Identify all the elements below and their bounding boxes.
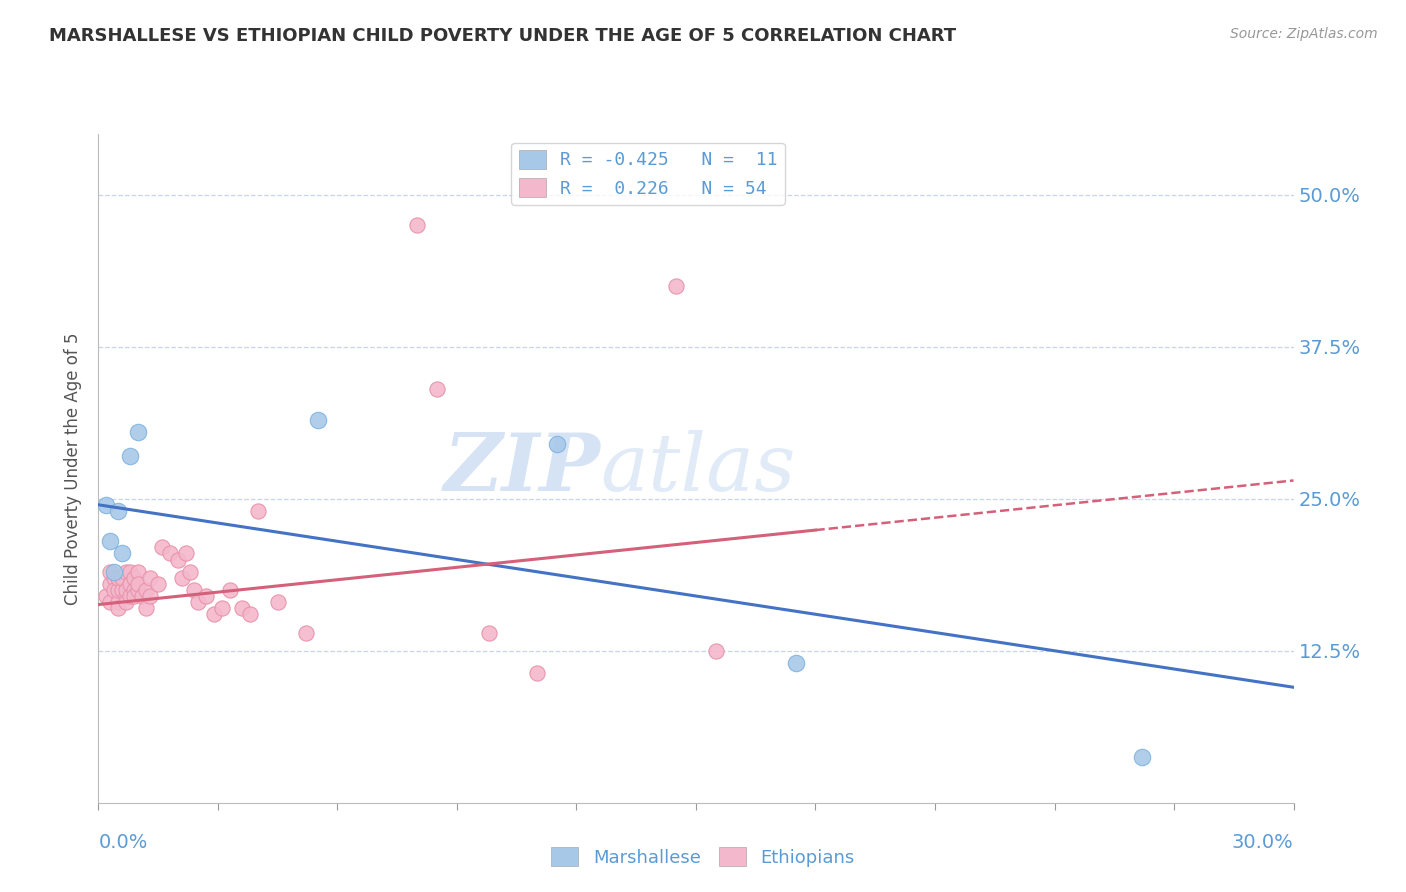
Point bbox=[124, 589, 146, 603]
Point bbox=[115, 595, 138, 609]
Point bbox=[478, 625, 501, 640]
Point bbox=[120, 577, 142, 591]
Point bbox=[187, 595, 209, 609]
Point bbox=[150, 541, 173, 555]
Point bbox=[202, 607, 225, 622]
Point bbox=[127, 425, 149, 439]
Text: Source: ZipAtlas.com: Source: ZipAtlas.com bbox=[1230, 27, 1378, 41]
Point bbox=[111, 546, 134, 560]
Point bbox=[294, 625, 316, 640]
Point bbox=[100, 534, 122, 549]
Point bbox=[406, 218, 429, 232]
Point bbox=[120, 589, 142, 603]
Point bbox=[127, 565, 149, 579]
Point bbox=[100, 565, 122, 579]
Point bbox=[103, 571, 125, 585]
Legend: Marshallese, Ethiopians: Marshallese, Ethiopians bbox=[544, 840, 862, 874]
Point bbox=[107, 504, 129, 518]
Text: 0.0%: 0.0% bbox=[98, 833, 148, 852]
Point bbox=[307, 412, 329, 426]
Text: ZIP: ZIP bbox=[443, 430, 600, 507]
Point bbox=[183, 582, 205, 597]
Point bbox=[195, 589, 218, 603]
Point bbox=[96, 589, 118, 603]
Point bbox=[107, 601, 129, 615]
Point bbox=[139, 571, 162, 585]
Point bbox=[100, 595, 122, 609]
Point bbox=[107, 582, 129, 597]
Point bbox=[239, 607, 262, 622]
Point bbox=[96, 498, 118, 512]
Point bbox=[124, 571, 146, 585]
Point bbox=[120, 449, 142, 463]
Point bbox=[111, 582, 134, 597]
Point bbox=[172, 571, 194, 585]
Point bbox=[115, 589, 138, 603]
Point bbox=[174, 546, 197, 560]
Text: 30.0%: 30.0% bbox=[1232, 833, 1294, 852]
Point bbox=[100, 577, 122, 591]
Point bbox=[148, 577, 170, 591]
Text: MARSHALLESE VS ETHIOPIAN CHILD POVERTY UNDER THE AGE OF 5 CORRELATION CHART: MARSHALLESE VS ETHIOPIAN CHILD POVERTY U… bbox=[49, 27, 956, 45]
Point bbox=[211, 601, 233, 615]
Legend: R = -0.425   N =  11, R =  0.226   N = 54: R = -0.425 N = 11, R = 0.226 N = 54 bbox=[512, 143, 785, 205]
Point bbox=[159, 546, 181, 560]
Point bbox=[665, 278, 688, 293]
Point bbox=[546, 437, 568, 451]
Point bbox=[103, 582, 125, 597]
Point bbox=[704, 644, 727, 658]
Point bbox=[103, 565, 125, 579]
Y-axis label: Child Poverty Under the Age of 5: Child Poverty Under the Age of 5 bbox=[65, 332, 83, 605]
Point bbox=[167, 552, 190, 566]
Point bbox=[120, 565, 142, 579]
Point bbox=[107, 571, 129, 585]
Point bbox=[785, 656, 807, 670]
Point bbox=[135, 582, 157, 597]
Point bbox=[526, 665, 548, 680]
Point bbox=[426, 382, 449, 396]
Point bbox=[124, 582, 146, 597]
Point bbox=[179, 565, 201, 579]
Point bbox=[115, 565, 138, 579]
Point bbox=[107, 595, 129, 609]
Point bbox=[135, 601, 157, 615]
Point bbox=[111, 571, 134, 585]
Point bbox=[267, 595, 290, 609]
Point bbox=[131, 589, 153, 603]
Point bbox=[231, 601, 253, 615]
Point bbox=[127, 582, 149, 597]
Point bbox=[219, 582, 242, 597]
Point bbox=[115, 582, 138, 597]
Point bbox=[127, 577, 149, 591]
Text: atlas: atlas bbox=[600, 430, 796, 507]
Point bbox=[246, 504, 269, 518]
Point bbox=[1130, 749, 1153, 764]
Point bbox=[139, 589, 162, 603]
